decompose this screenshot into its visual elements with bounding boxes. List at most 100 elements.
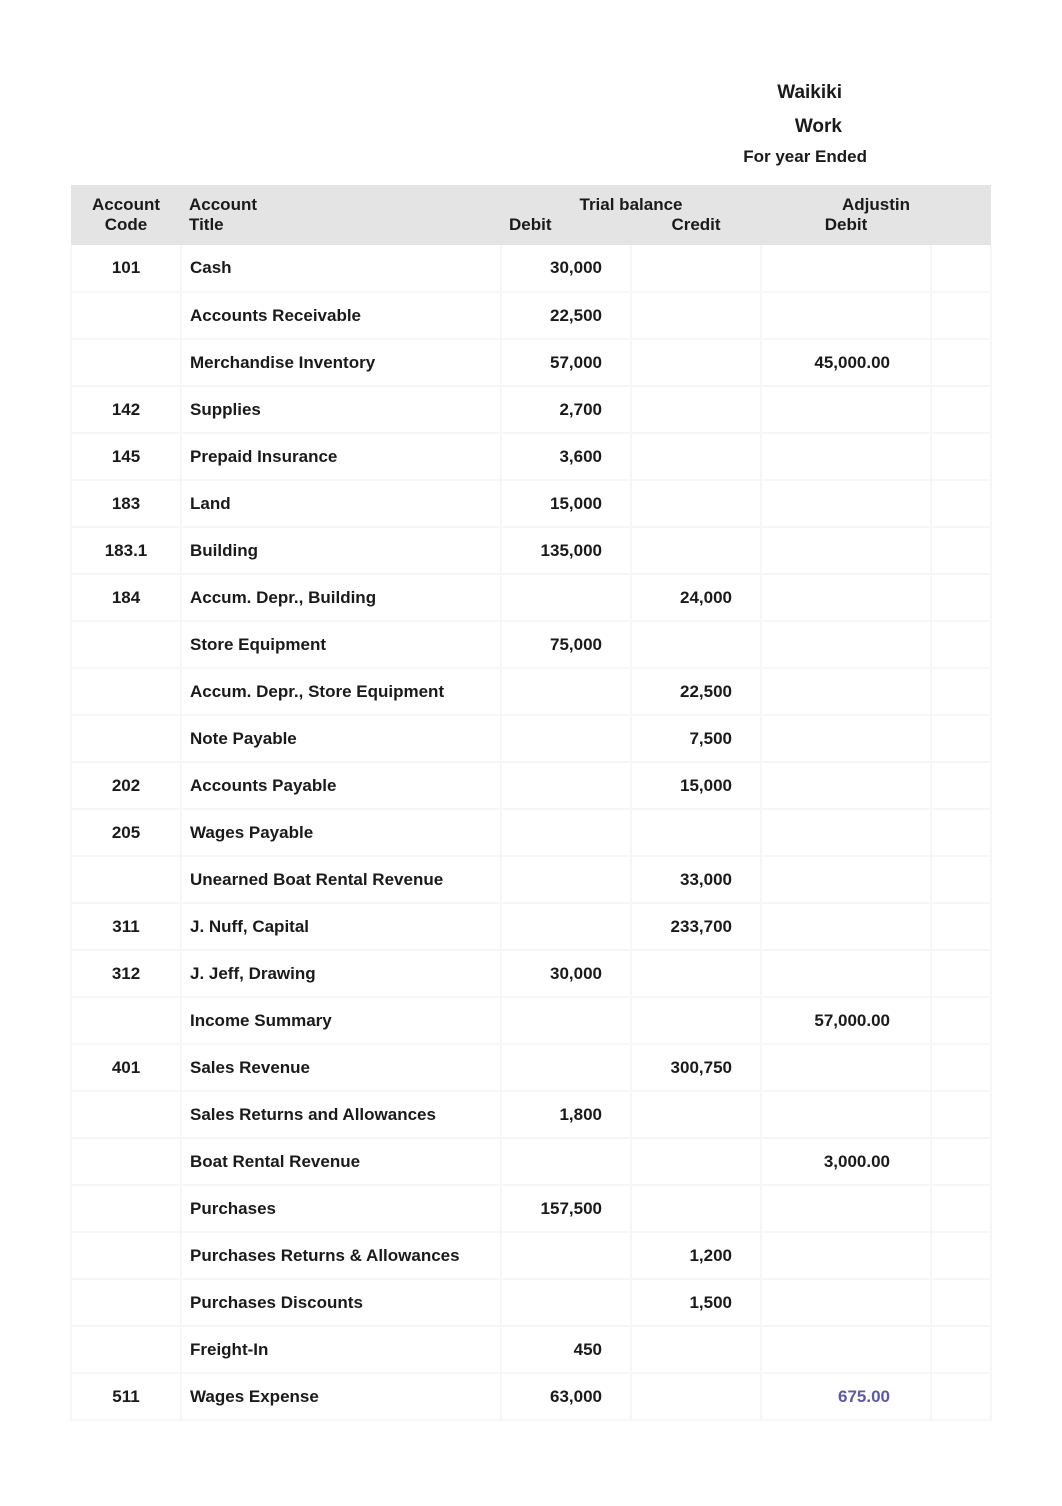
col-trial-balance: Trial balance: [501, 185, 761, 215]
cell-adjusting-debit: [761, 527, 931, 574]
cell-pad: [931, 527, 991, 574]
cell-trial-credit: [631, 621, 761, 668]
table-row: 142Supplies2,700: [71, 386, 991, 433]
cell-account-title: Accum. Depr., Store Equipment: [181, 668, 501, 715]
cell-adjusting-debit: [761, 1091, 931, 1138]
cell-pad: [931, 1232, 991, 1279]
company-name: Waikiki: [70, 80, 992, 106]
cell-adjusting-debit: [761, 292, 931, 339]
table-row: 311J. Nuff, Capital233,700: [71, 903, 991, 950]
col-tb-debit: Debit: [501, 215, 631, 245]
cell-adjusting-debit: 3,000.00: [761, 1138, 931, 1185]
cell-trial-debit: 157,500: [501, 1185, 631, 1232]
cell-account-title: Supplies: [181, 386, 501, 433]
table-body: 101Cash30,000Accounts Receivable22,500Me…: [71, 245, 991, 1420]
cell-account-code: [71, 292, 181, 339]
table-row: 101Cash30,000: [71, 245, 991, 292]
cell-pad: [931, 1185, 991, 1232]
table-row: Purchases Discounts 1,500: [71, 1279, 991, 1326]
cell-account-title: Accounts Payable: [181, 762, 501, 809]
cell-account-code: [71, 621, 181, 668]
col-adjusting: Adjustin: [761, 185, 991, 215]
cell-trial-debit: 135,000: [501, 527, 631, 574]
table-row: 184Accum. Depr., Building24,000: [71, 574, 991, 621]
cell-trial-credit: [631, 809, 761, 856]
cell-account-code: [71, 339, 181, 386]
cell-adjusting-debit: [761, 574, 931, 621]
cell-account-title: Accounts Receivable: [181, 292, 501, 339]
table-row: 183Land15,000: [71, 480, 991, 527]
cell-account-code: 401: [71, 1044, 181, 1091]
cell-account-code: 142: [71, 386, 181, 433]
cell-account-code: [71, 1091, 181, 1138]
cell-account-code: 101: [71, 245, 181, 292]
cell-trial-debit: [501, 809, 631, 856]
cell-account-title: Purchases: [181, 1185, 501, 1232]
cell-trial-credit: 300,750: [631, 1044, 761, 1091]
cell-adjusting-debit: [761, 621, 931, 668]
cell-pad: [931, 809, 991, 856]
cell-trial-debit: [501, 997, 631, 1044]
cell-adjusting-debit: [761, 1232, 931, 1279]
table-row: Note Payable 7,500: [71, 715, 991, 762]
cell-trial-credit: [631, 1373, 761, 1420]
cell-pad: [931, 574, 991, 621]
cell-account-title: Sales Revenue: [181, 1044, 501, 1091]
table-row: Income Summary57,000.00: [71, 997, 991, 1044]
table-row: Boat Rental Revenue3,000.00: [71, 1138, 991, 1185]
table-row: Freight-In450: [71, 1326, 991, 1373]
table-row: Accum. Depr., Store Equipment 22,500: [71, 668, 991, 715]
cell-trial-credit: 1,200: [631, 1232, 761, 1279]
cell-account-title: Cash: [181, 245, 501, 292]
cell-trial-debit: 450: [501, 1326, 631, 1373]
cell-trial-credit: 22,500: [631, 668, 761, 715]
cell-pad: [931, 903, 991, 950]
cell-account-title: Purchases Discounts: [181, 1279, 501, 1326]
col-pad: [931, 215, 991, 245]
cell-trial-credit: [631, 245, 761, 292]
cell-account-title: Wages Payable: [181, 809, 501, 856]
cell-trial-credit: 33,000: [631, 856, 761, 903]
cell-adjusting-debit: [761, 809, 931, 856]
cell-trial-credit: [631, 480, 761, 527]
cell-adjusting-debit: 45,000.00: [761, 339, 931, 386]
cell-trial-debit: 75,000: [501, 621, 631, 668]
cell-adjusting-debit: 675.00: [761, 1373, 931, 1420]
cell-adjusting-debit: [761, 433, 931, 480]
cell-account-code: [71, 715, 181, 762]
cell-account-title: Accum. Depr., Building: [181, 574, 501, 621]
cell-account-code: 145: [71, 433, 181, 480]
cell-trial-credit: [631, 433, 761, 480]
cell-account-code: [71, 1185, 181, 1232]
cell-trial-debit: 30,000: [501, 950, 631, 997]
cell-trial-debit: 1,800: [501, 1091, 631, 1138]
cell-trial-debit: [501, 903, 631, 950]
cell-trial-debit: 57,000: [501, 339, 631, 386]
col-account-code-bot: Code: [71, 215, 181, 245]
cell-account-code: [71, 856, 181, 903]
cell-pad: [931, 292, 991, 339]
col-adj-debit: Debit: [761, 215, 931, 245]
cell-trial-credit: 1,500: [631, 1279, 761, 1326]
cell-pad: [931, 997, 991, 1044]
cell-trial-credit: [631, 997, 761, 1044]
table-row: 312J. Jeff, Drawing30,000: [71, 950, 991, 997]
cell-trial-credit: [631, 292, 761, 339]
table-row: 205Wages Payable: [71, 809, 991, 856]
cell-account-title: Prepaid Insurance: [181, 433, 501, 480]
cell-account-title: Store Equipment: [181, 621, 501, 668]
cell-account-code: [71, 1138, 181, 1185]
cell-account-title: Note Payable: [181, 715, 501, 762]
cell-trial-debit: [501, 1279, 631, 1326]
col-account-code-top: Account: [71, 185, 181, 215]
cell-account-code: 183.1: [71, 527, 181, 574]
cell-pad: [931, 1138, 991, 1185]
cell-account-code: 184: [71, 574, 181, 621]
cell-account-title: Wages Expense: [181, 1373, 501, 1420]
cell-adjusting-debit: [761, 903, 931, 950]
cell-trial-credit: 7,500: [631, 715, 761, 762]
cell-adjusting-debit: [761, 1185, 931, 1232]
cell-pad: [931, 386, 991, 433]
cell-trial-debit: [501, 1044, 631, 1091]
cell-account-title: J. Nuff, Capital: [181, 903, 501, 950]
